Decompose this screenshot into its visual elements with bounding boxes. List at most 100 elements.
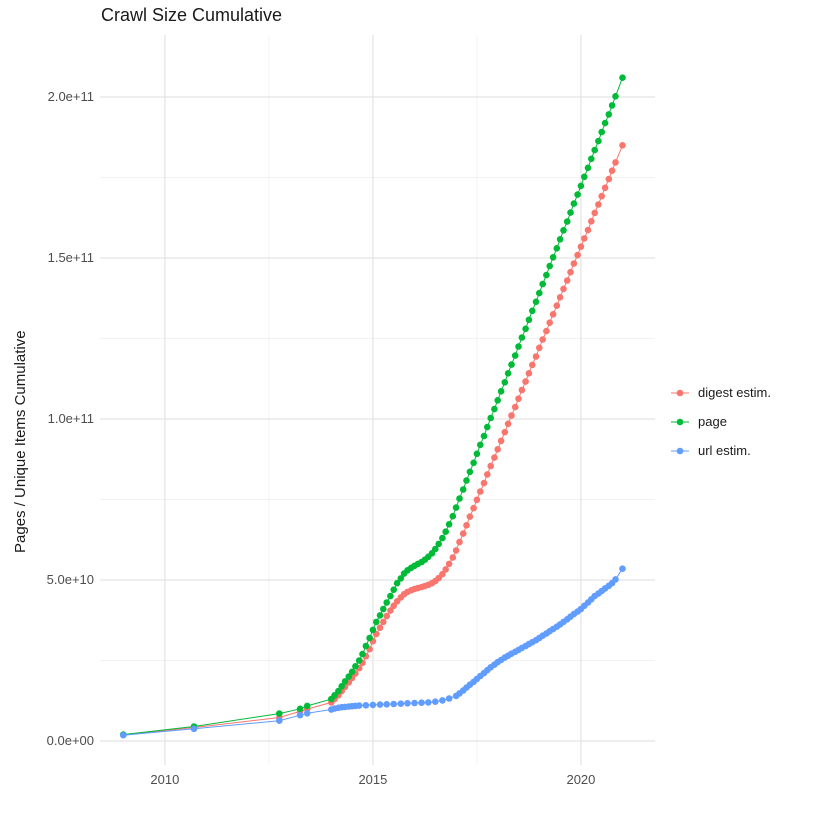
data-point xyxy=(331,692,338,699)
data-point xyxy=(601,119,609,127)
data-point xyxy=(497,388,505,395)
data-point xyxy=(518,386,526,394)
data-point xyxy=(477,488,484,495)
y-tick-label: 0.0e+00 xyxy=(46,733,94,748)
data-point xyxy=(595,137,602,145)
y-axis-title: Pages / Unique Items Cumulative xyxy=(12,330,29,553)
data-point xyxy=(397,700,405,707)
data-point xyxy=(504,420,512,428)
data-point xyxy=(369,626,377,634)
data-point xyxy=(595,201,602,208)
data-point xyxy=(577,182,585,190)
data-point xyxy=(570,260,578,267)
data-point xyxy=(619,142,626,149)
data-point xyxy=(393,579,401,587)
data-point xyxy=(532,353,540,360)
data-point xyxy=(536,344,543,352)
data-point xyxy=(487,414,495,422)
legend-key-digest-estim-icon xyxy=(668,384,692,402)
data-point xyxy=(560,227,567,234)
data-point xyxy=(608,167,616,174)
data-point xyxy=(539,280,546,288)
legend: digest estim. page url estim. xyxy=(668,378,771,465)
data-point xyxy=(452,547,460,554)
data-point xyxy=(529,361,536,369)
data-point xyxy=(480,479,488,487)
data-point xyxy=(296,705,304,713)
data-point xyxy=(529,307,536,315)
data-point xyxy=(383,599,391,606)
legend-label-page: page xyxy=(698,414,727,429)
data-point xyxy=(439,534,446,542)
data-point xyxy=(591,146,598,154)
data-point xyxy=(376,624,384,631)
legend-item-digest-estim: digest estim. xyxy=(668,378,771,407)
data-point xyxy=(501,379,509,386)
data-point xyxy=(387,592,394,600)
data-point xyxy=(608,102,616,109)
data-point xyxy=(390,602,398,610)
y-tick-label: 2.0e+11 xyxy=(47,88,94,104)
data-point xyxy=(619,565,626,572)
data-point xyxy=(466,468,474,476)
chart-title: Crawl Size Cumulative xyxy=(101,5,283,25)
y-tick-label: 1.0e+11 xyxy=(47,410,94,426)
data-point xyxy=(387,607,394,614)
series-url xyxy=(120,565,626,739)
data-point xyxy=(577,243,585,250)
data-point xyxy=(355,657,363,664)
data-point xyxy=(532,298,540,306)
data-point xyxy=(605,111,613,118)
data-point xyxy=(445,560,453,568)
plot-area-svg xyxy=(100,35,655,765)
data-point xyxy=(501,428,509,436)
data-point xyxy=(439,570,446,578)
data-point xyxy=(463,477,470,484)
x-tick-label: 2020 xyxy=(566,772,596,787)
data-point xyxy=(463,522,470,529)
data-point xyxy=(484,471,491,478)
data-point xyxy=(459,486,467,493)
data-point xyxy=(373,618,380,626)
data-point xyxy=(494,397,502,404)
data-point xyxy=(598,128,605,136)
data-point xyxy=(494,446,502,453)
data-point xyxy=(588,218,595,225)
data-point xyxy=(581,235,588,242)
data-point xyxy=(508,412,515,419)
data-point xyxy=(612,576,619,583)
data-point xyxy=(369,701,377,709)
data-point xyxy=(432,545,439,553)
data-point xyxy=(591,209,598,217)
data-point xyxy=(536,289,543,297)
data-point xyxy=(477,441,484,449)
data-point xyxy=(404,700,411,707)
data-point xyxy=(380,618,387,626)
data-point xyxy=(522,378,529,385)
data-point xyxy=(570,200,578,207)
data-point xyxy=(411,699,418,707)
data-point xyxy=(508,361,515,368)
data-point xyxy=(588,155,595,163)
x-tick-label: 2010 xyxy=(150,772,180,787)
data-point xyxy=(612,159,619,166)
data-point xyxy=(525,316,533,324)
data-point xyxy=(432,698,439,705)
data-point xyxy=(456,495,463,502)
data-point xyxy=(605,175,613,183)
data-point xyxy=(442,528,450,535)
data-point xyxy=(445,521,453,528)
data-point xyxy=(359,650,366,658)
legend-item-url-estim: url estim. xyxy=(668,436,771,465)
legend-item-page: page xyxy=(668,407,771,436)
data-point xyxy=(338,683,345,690)
data-point xyxy=(362,642,370,650)
data-point xyxy=(473,450,481,458)
data-point xyxy=(352,663,359,670)
data-point xyxy=(601,184,609,192)
data-point xyxy=(563,277,571,284)
data-point xyxy=(511,403,519,411)
data-point xyxy=(466,513,474,520)
legend-label-url-estim: url estim. xyxy=(698,443,751,458)
data-point xyxy=(276,710,283,717)
